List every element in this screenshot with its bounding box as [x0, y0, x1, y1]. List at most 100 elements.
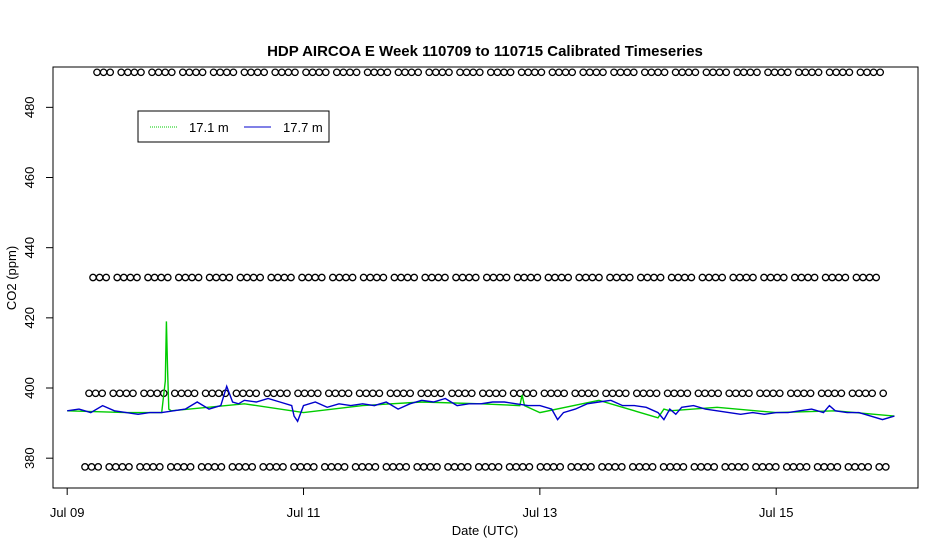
plot-frame [52, 66, 919, 489]
calibration-marker [313, 389, 322, 398]
calibration-marker [265, 463, 274, 471]
calibration-marker [512, 463, 521, 471]
calibration-marker [300, 389, 309, 398]
calibration-marker [691, 68, 700, 77]
calibration-marker [146, 389, 155, 398]
calibration-marker [602, 389, 610, 398]
calibration-marker [628, 463, 637, 471]
calibration-marker [543, 463, 551, 471]
calibration-marker [414, 68, 423, 77]
calibration-marker [612, 273, 621, 282]
calibration-marker [813, 463, 822, 471]
calibration-marker [564, 273, 573, 282]
calibration-marker [647, 68, 656, 77]
calibration-marker [197, 463, 206, 471]
calibration-marker [518, 463, 527, 471]
calibration-marker [426, 463, 435, 471]
calibration-marker [338, 389, 346, 398]
calibration-marker [639, 389, 648, 398]
calibration-marker [93, 68, 101, 77]
calibration-marker [825, 68, 834, 77]
calibration-marker [810, 273, 819, 282]
calibration-marker [245, 389, 254, 398]
calibration-marker [186, 463, 195, 471]
calibration-marker [403, 273, 412, 282]
calibration-marker [174, 273, 183, 282]
calibration-marker [786, 389, 795, 398]
calibration-marker [721, 463, 730, 471]
calibration-marker [430, 389, 439, 398]
calibration-marker [155, 463, 164, 471]
calibration-marker [676, 389, 685, 398]
calibration-marker [180, 463, 188, 471]
calibration-marker [259, 463, 268, 471]
calibration-marker [783, 68, 792, 77]
calibration-marker [765, 463, 774, 471]
calibration-marker [287, 273, 295, 282]
calibration-marker [99, 68, 108, 77]
calibration-marker [406, 389, 415, 398]
calibration-marker [864, 463, 873, 471]
calibration-marker [284, 68, 293, 77]
calibration-marker [481, 463, 490, 471]
calibration-marker [584, 389, 593, 398]
calibration-marker [800, 389, 808, 398]
calibration-marker [434, 273, 443, 282]
calibration-marker [205, 273, 214, 282]
calibration-marker [334, 463, 342, 471]
calibration-marker [256, 273, 265, 282]
calibration-marker [592, 68, 601, 77]
calibration-marker [425, 68, 434, 77]
y-tick-label: 440 [22, 237, 37, 259]
calibration-marker [272, 463, 281, 471]
calibration-marker [604, 463, 613, 471]
calibration-marker [273, 273, 282, 282]
calibration-marker [619, 273, 628, 282]
calibration-marker [725, 389, 734, 398]
calibration-marker [402, 463, 411, 471]
calibration-marker [271, 68, 280, 77]
calibration-marker [749, 273, 757, 282]
calibration-marker [762, 389, 771, 398]
calibration-marker [294, 389, 302, 398]
calibration-marker [610, 68, 618, 77]
calibration-marker [130, 68, 139, 77]
calibration-marker [222, 68, 231, 77]
calibration-marker [502, 273, 511, 282]
calibration-marker [465, 273, 474, 282]
calibration-marker [109, 389, 118, 398]
calibration-marker [375, 389, 384, 398]
calibration-marker [303, 463, 312, 471]
calibration-marker [485, 389, 494, 398]
calibration-marker [243, 273, 251, 282]
calibration-marker [585, 68, 594, 77]
calibration-marker [461, 389, 470, 398]
calibration-marker [793, 389, 802, 398]
calibration-marker [506, 68, 515, 77]
x-axis: Jul 09 Jul 11 Jul 13 Jul 15 [50, 488, 794, 520]
calibration-marker [118, 463, 127, 471]
legend: 17.1 m 17.7 m [137, 110, 330, 143]
calibration-marker [327, 463, 336, 471]
calibration-marker [567, 463, 576, 471]
calibration-marker [204, 463, 213, 471]
calibration-marker [797, 273, 806, 282]
calibration-marker [308, 68, 317, 77]
calibration-marker [142, 463, 151, 471]
calibration-marker [560, 389, 569, 398]
calibration-marker [718, 273, 727, 282]
calibration-marker [838, 68, 847, 77]
calibration-marker [575, 273, 584, 282]
calibration-marker [115, 389, 124, 398]
calibration-marker [821, 273, 830, 282]
calibration-marker [311, 273, 320, 282]
calibration-marker [856, 68, 865, 77]
calibration-marker [525, 463, 534, 471]
calibration-marker [710, 463, 719, 471]
calibration-marker [741, 463, 749, 471]
calibration-marker [106, 68, 115, 77]
calibration-marker [332, 68, 341, 77]
calibration-marker [663, 389, 672, 398]
calibration-marker [735, 273, 744, 282]
calibration-marker [577, 389, 586, 398]
